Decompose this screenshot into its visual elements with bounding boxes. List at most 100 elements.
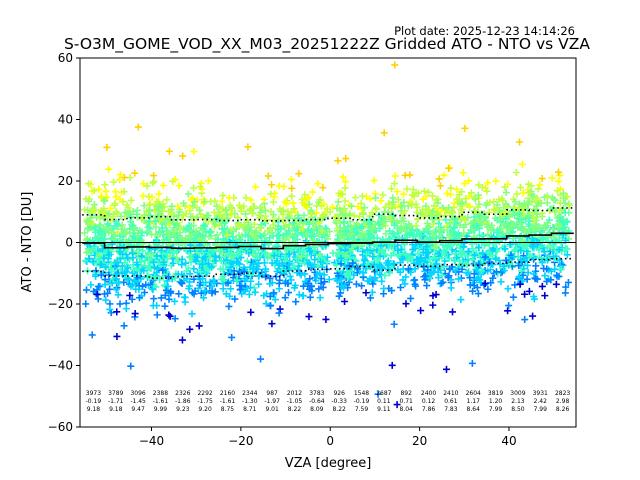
data-point [240,268,248,276]
data-point [83,286,91,294]
data-point [373,205,381,213]
data-point [118,269,126,277]
data-point [475,181,483,189]
data-point [304,279,312,287]
data-point [500,221,508,229]
data-point [302,230,310,238]
data-point [215,243,223,251]
data-point [354,265,362,273]
data-point [113,332,121,340]
data-point [226,226,234,234]
data-point [472,266,480,274]
data-point [474,191,482,199]
data-point [153,311,161,319]
data-point [447,284,455,292]
data-point [256,232,264,240]
data-point [165,147,173,155]
data-point [482,201,490,209]
data-point [461,124,469,132]
data-point [280,182,288,190]
data-point [140,180,148,188]
data-point [517,184,525,192]
data-point [450,232,458,240]
data-point [413,204,421,212]
data-point [247,196,255,204]
bin-count-label: 2326 [175,390,190,397]
data-point [225,249,233,257]
data-point [317,279,325,287]
data-point [278,266,286,274]
data-point [533,194,541,202]
data-point [169,259,177,267]
data-point [480,241,488,249]
data-point [165,273,173,281]
data-point [373,234,381,242]
data-point [404,256,412,264]
x-axis-label: VZA [degree] [285,456,372,471]
data-point [556,207,564,215]
data-point [523,275,531,283]
data-point [501,245,509,253]
data-point [95,255,103,263]
data-point [127,362,135,370]
data-point [203,214,211,222]
data-point [151,273,159,281]
data-point [301,270,309,278]
data-point [341,297,349,305]
data-point [458,251,466,259]
data-point [178,270,186,278]
chart-title: S-O3M_GOME_VOD_XX_M03_20251222Z Gridded … [64,35,590,54]
data-point [468,256,476,264]
data-point [314,180,322,188]
data-point [130,225,138,233]
data-point [150,258,158,266]
data-point [205,249,213,257]
data-point [233,257,241,265]
data-point [525,189,533,197]
data-point [191,229,199,237]
data-point [346,218,354,226]
y-tick-label: −40 [48,359,73,373]
data-point [492,268,500,276]
data-point [390,180,398,188]
data-point [297,253,305,261]
bin-mean-label: -0.19 [354,398,370,405]
data-point [157,294,165,302]
data-point [200,237,208,245]
data-point [105,271,113,279]
data-point [421,272,429,280]
data-point [131,277,139,285]
data-point [150,178,158,186]
data-point [181,293,189,301]
data-point [431,254,439,262]
data-point [437,232,445,240]
bin-count-label: 2410 [443,390,458,397]
data-point [211,288,219,296]
data-point [219,285,227,293]
data-point [555,246,563,254]
data-point [240,275,248,283]
data-point [390,320,398,328]
data-point [316,294,324,302]
data-point [312,222,320,230]
data-point [511,198,519,206]
data-point [90,201,98,209]
data-point [408,254,416,262]
data-point [201,287,209,295]
data-point [400,198,408,206]
data-point [554,223,562,231]
data-point [161,220,169,228]
data-point [237,204,245,212]
data-point [228,243,236,251]
data-point [171,176,179,184]
data-point [481,253,489,261]
data-point [334,225,342,233]
data-point [288,176,296,184]
data-point [474,203,482,211]
data-point [423,206,431,214]
data-point [201,253,209,261]
data-point [515,273,523,281]
data-point [266,234,274,242]
data-point [500,267,508,275]
data-point [401,227,409,235]
